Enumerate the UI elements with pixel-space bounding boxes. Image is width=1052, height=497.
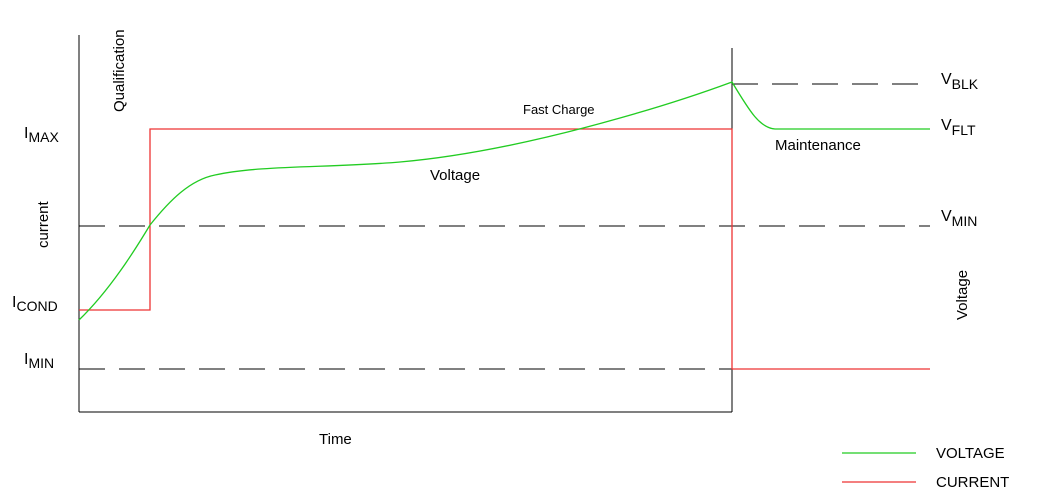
left-axis-title: current	[35, 200, 52, 248]
x-axis-title: Time	[319, 431, 352, 448]
i-max-label: IMAX	[24, 125, 59, 145]
legend: VOLTAGE CURRENT	[842, 445, 1009, 491]
maintenance-label: Maintenance	[775, 137, 861, 154]
qualification-label: Qualification	[111, 29, 128, 112]
i-min-label: IMIN	[24, 351, 54, 371]
current-curve	[79, 128, 930, 370]
v-flt-label: VFLT	[941, 117, 976, 138]
legend-voltage-label: VOLTAGE	[936, 445, 1005, 462]
voltage-curve-label: Voltage	[430, 167, 480, 184]
i-cond-label: ICOND	[12, 294, 58, 314]
legend-current-label: CURRENT	[936, 474, 1009, 491]
fast-charge-label: Fast Charge	[523, 102, 595, 117]
voltage-curve	[78, 81, 930, 321]
v-min-label: VMIN	[941, 208, 977, 229]
v-blk-label: VBLK	[941, 71, 979, 92]
right-axis-title: Voltage	[954, 270, 971, 320]
